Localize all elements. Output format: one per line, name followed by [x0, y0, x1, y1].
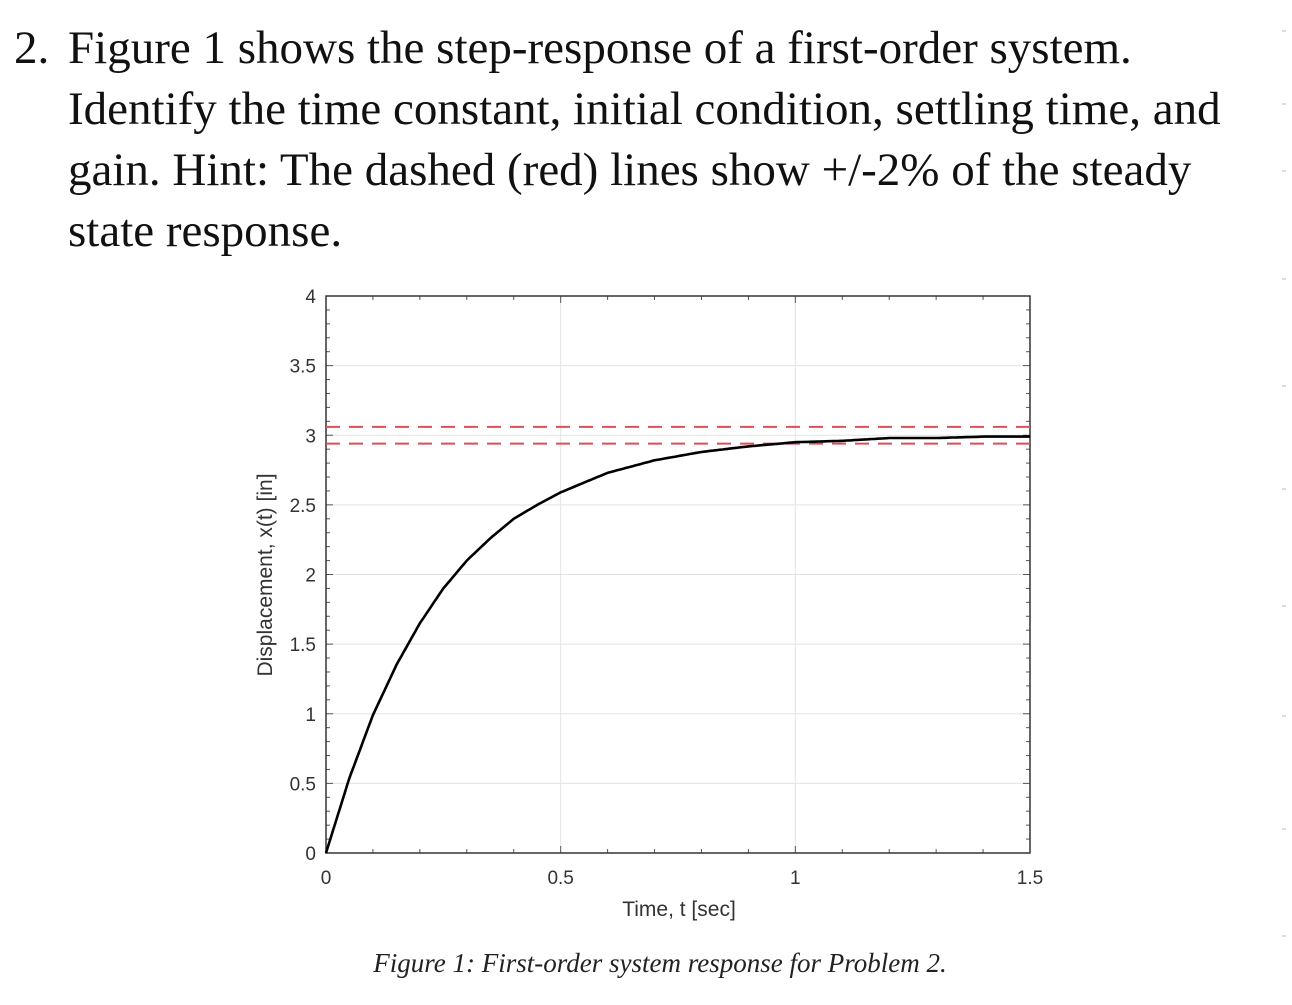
x-tick-label: 1.5 — [1017, 868, 1043, 889]
x-axis-label: Time, t [sec] — [622, 898, 736, 921]
problem-text: Figure 1 shows the step-response of a fi… — [68, 22, 1221, 257]
x-tick-labels: 0 0.5 1 1.5 — [321, 868, 1044, 889]
page-edge-marks — [1282, 0, 1286, 1000]
y-tick-label: 2.5 — [290, 496, 316, 517]
plot-area-frame — [325, 295, 1031, 854]
y-tick-label: 3 — [305, 426, 316, 447]
y-tick-label: 0.5 — [290, 774, 316, 795]
y-tick-label: 4 — [305, 287, 316, 308]
figure-caption: Figure 1: First-order system response fo… — [373, 948, 947, 978]
problem-statement: 2. Figure 1 shows the step-response of a… — [14, 18, 1264, 262]
y-tick-label: 1 — [305, 705, 316, 726]
two-percent-bounds — [326, 425, 1030, 445]
y-axis-label: Displacement, x(t) [in] — [254, 473, 277, 676]
grid-lines — [325, 295, 1031, 854]
response-curve — [324, 435, 1030, 854]
y-tick-label: 1.5 — [290, 635, 316, 656]
y-tick-label: 0 — [305, 844, 316, 865]
y-tick-label: 3.5 — [290, 357, 316, 378]
x-tick-label: 0 — [321, 868, 332, 889]
y-tick-labels: 0 0.5 1 1.5 2 2.5 3 3.5 4 — [290, 287, 317, 865]
y-tick-label: 2 — [305, 566, 316, 587]
x-tick-label: 0.5 — [547, 868, 573, 889]
problem-number: 2. — [14, 22, 50, 74]
x-tick-label: 1 — [790, 868, 801, 889]
